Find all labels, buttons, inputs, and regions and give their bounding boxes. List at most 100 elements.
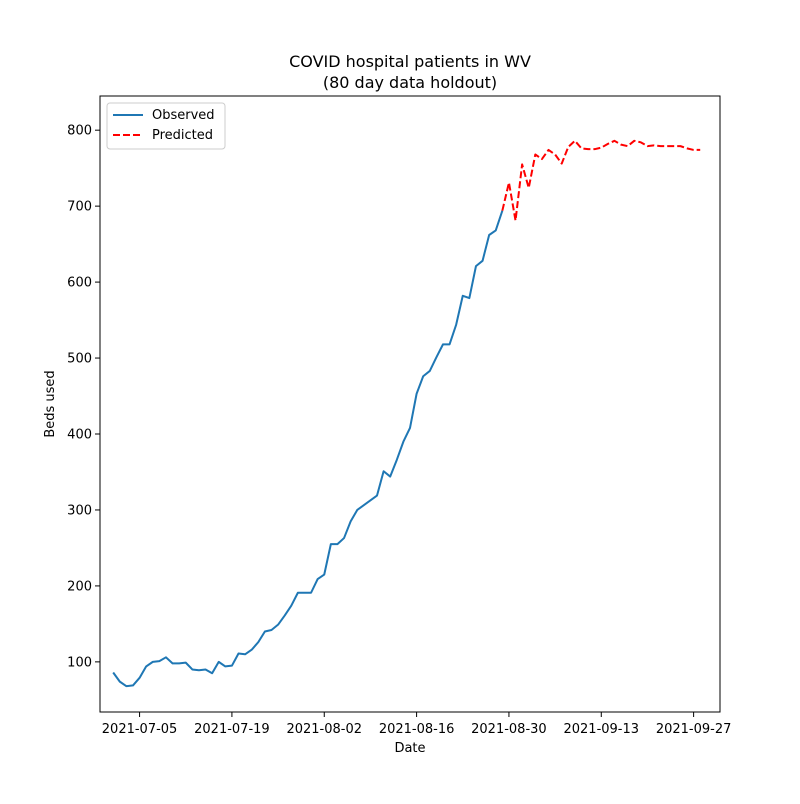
data-point-predicted [580,147,582,149]
data-point-observed [158,660,160,662]
data-point-observed [449,343,451,345]
y-tick-label: 300 [67,503,92,518]
data-point-observed [323,574,325,576]
data-point-predicted [699,149,701,151]
data-point-predicted [673,145,675,147]
data-point-observed [468,297,470,299]
x-axis-label: Date [394,741,425,756]
data-point-observed [356,509,358,511]
data-point-observed [409,427,411,429]
data-point-observed [277,624,279,626]
y-tick-label: 700 [67,200,92,215]
data-point-predicted [660,145,662,147]
y-tick-label: 200 [67,579,92,594]
data-point-observed [389,476,391,478]
chart-title-line1: COVID hospital patients in WV [289,52,531,71]
data-point-observed [396,459,398,461]
y-tick-label: 400 [67,428,92,443]
data-point-predicted [633,140,635,142]
data-point-predicted [508,182,510,184]
data-point-observed [238,653,240,655]
data-point-observed [455,324,457,326]
data-point-observed [132,684,134,686]
y-axis: 100 200 300 400 500 600 700 800 [67,124,100,670]
data-point-observed [303,592,305,594]
data-point-observed [317,578,319,580]
data-point-predicted [620,144,622,146]
y-axis-label: Beds used [43,370,58,437]
data-point-observed [429,370,431,372]
data-point-predicted [607,143,609,145]
data-point-predicted [541,158,543,160]
legend: Observed Predicted [106,102,226,150]
data-point-predicted [587,148,589,150]
data-point-observed [264,630,266,632]
data-point-predicted [501,210,503,212]
data-point-observed [244,653,246,655]
data-point-predicted [567,146,569,148]
data-point-predicted [627,145,629,147]
data-point-observed [290,605,292,607]
series-layer [112,139,701,688]
data-point-observed [198,669,200,671]
data-point-predicted [600,147,602,149]
data-point-predicted [666,145,668,147]
data-point-observed [383,470,385,472]
data-point-observed [218,661,220,663]
data-point-observed [350,520,352,522]
data-point-observed [284,615,286,617]
data-point-observed [191,668,193,670]
data-point-observed [462,295,464,297]
x-tick-label: 2021-09-27 [656,722,732,737]
data-point-observed [224,665,226,667]
data-point-predicted [640,141,642,143]
data-point-predicted [646,145,648,147]
data-point-observed [336,543,338,545]
data-point-predicted [515,220,517,222]
data-point-observed [310,592,312,594]
data-point-observed [185,662,187,664]
x-tick-label: 2021-07-05 [102,722,178,737]
data-point-observed [482,260,484,262]
data-point-observed [422,375,424,377]
data-point-observed [495,229,497,231]
data-point-observed [211,672,213,674]
data-point-observed [231,665,233,667]
data-point-observed [139,677,141,679]
data-point-predicted [554,153,556,155]
data-point-observed [343,537,345,539]
x-tick-label: 2021-08-02 [286,722,362,737]
data-point-observed [488,234,490,236]
data-point-observed [165,656,167,658]
data-point-observed [145,665,147,667]
data-point-observed [205,668,207,670]
data-point-observed [119,681,121,683]
data-point-predicted [594,148,596,150]
y-tick-label: 500 [67,352,92,367]
x-tick-label: 2021-08-16 [379,722,455,737]
x-tick-label: 2021-08-30 [471,722,547,737]
data-point-observed [416,393,418,395]
data-point-predicted [679,145,681,147]
data-point-predicted [521,163,523,165]
data-point-predicted [561,163,563,165]
data-point-observed [152,661,154,663]
data-point-observed [330,543,332,545]
data-point-predicted [693,149,695,151]
legend-label-observed: Observed [152,108,215,123]
y-tick-label: 800 [67,124,92,139]
data-point-predicted [528,187,530,189]
data-point-observed [125,685,127,687]
x-tick-label: 2021-07-19 [194,722,270,737]
y-tick-label: 600 [67,276,92,291]
data-point-observed [251,649,253,651]
data-point-predicted [653,144,655,146]
data-point-observed [112,672,114,674]
series-line-predicted [501,139,701,222]
data-point-observed [270,629,272,631]
data-point-predicted [548,149,550,151]
data-point-predicted [686,147,688,149]
x-tick-label: 2021-09-13 [563,722,639,737]
